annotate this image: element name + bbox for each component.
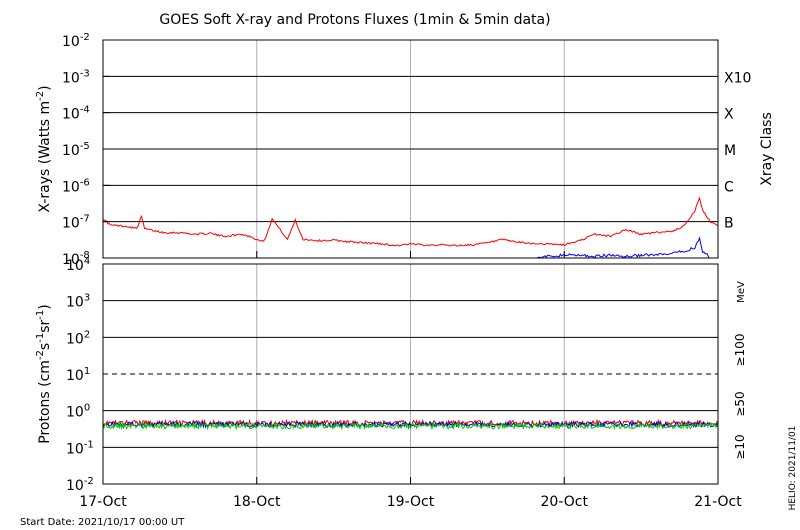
xray-ylabel-text: X-rays (Watts m <box>37 101 53 213</box>
x-tick-label: 20-Oct <box>541 494 589 510</box>
proton-series-line <box>102 421 719 431</box>
proton-ylabel: Protons (cm-2s-1sr-1) <box>35 304 53 443</box>
x-axis-ticks: 17-Oct 18-Oct 19-Oct 20-Oct 21-Oct <box>79 251 742 510</box>
xray-y-tick-label: 10-2 <box>62 32 90 50</box>
start-date-label: Start Date: 2021/10/17 00:00 UT <box>20 517 185 528</box>
x-tick-label: 17-Oct <box>79 494 127 510</box>
xray-class-label: X10 <box>724 70 751 86</box>
xray-class-label: X <box>724 107 734 123</box>
xray-y-tick-label: 10-6 <box>62 177 90 195</box>
proton-ylabel-text: Protons (cm <box>37 360 53 444</box>
xray-grid <box>103 40 718 258</box>
xray-y-ticks: 10-2 10-3 10-4 10-5 10-6 10-7 10-8 <box>62 32 110 268</box>
xray-y-tick-label: 10-8 <box>62 250 90 268</box>
xray-series <box>102 196 719 259</box>
xray-long-series <box>102 196 719 247</box>
helio-stamp: HELIO: 2021/11/01 <box>788 426 798 511</box>
proton-grid <box>103 264 718 484</box>
xray-y-tick-label: 10-5 <box>62 141 90 159</box>
proton-legend-entry: ≥50 <box>733 391 747 416</box>
proton-legend: ≥100 ≥50 ≥10 <box>733 334 747 460</box>
chart-title: GOES Soft X-ray and Protons Fluxes (1min… <box>159 12 550 28</box>
x-tick-label: 21-Oct <box>694 494 742 510</box>
xray-short-series <box>533 236 711 259</box>
proton-panel: 104 103 102 101 100 10-1 10-2 Protons (cm-2s-1… <box>35 256 747 494</box>
xray-ylabel: X-rays (Watts m-2) <box>35 85 53 212</box>
proton-series <box>102 418 719 431</box>
proton-y-tick-label: 100 <box>66 403 90 421</box>
xray-y-tick-label: 10-4 <box>62 105 90 123</box>
proton-legend-entry: ≥100 <box>733 334 747 367</box>
proton-legend-entry: ≥10 <box>733 434 747 459</box>
proton-y-tick-label: 10-2 <box>66 476 94 494</box>
proton-y-tick-label: 101 <box>66 366 90 384</box>
xray-ylabel-close: ) <box>37 85 53 90</box>
xray-class-labels: X10 X M C B <box>724 70 751 231</box>
proton-y-tick-label: 102 <box>66 329 90 347</box>
proton-unit-label: MeV <box>736 281 747 303</box>
proton-y-tick-label: 104 <box>66 256 90 274</box>
xray-ylabel-sup: -2 <box>35 91 46 101</box>
xray-panel: 10-2 10-3 10-4 10-5 10-6 10-7 10-8 X10 X M C B X-r… <box>35 32 775 268</box>
x-tick-label: 19-Oct <box>387 494 435 510</box>
xray-class-label: M <box>724 143 736 159</box>
xray-class-label: C <box>724 179 734 195</box>
proton-y-tick-label: 103 <box>66 293 90 311</box>
proton-y-ticks: 104 103 102 101 100 10-1 10-2 <box>66 256 94 494</box>
xray-class-axis-label: Xray Class <box>759 112 775 186</box>
proton-y-tick-label: 10-1 <box>66 439 94 457</box>
x-tick-label: 18-Oct <box>233 494 281 510</box>
xray-y-tick-label: 10-7 <box>62 214 90 232</box>
xray-y-tick-label: 10-3 <box>62 68 90 86</box>
xray-class-label: B <box>724 216 734 232</box>
